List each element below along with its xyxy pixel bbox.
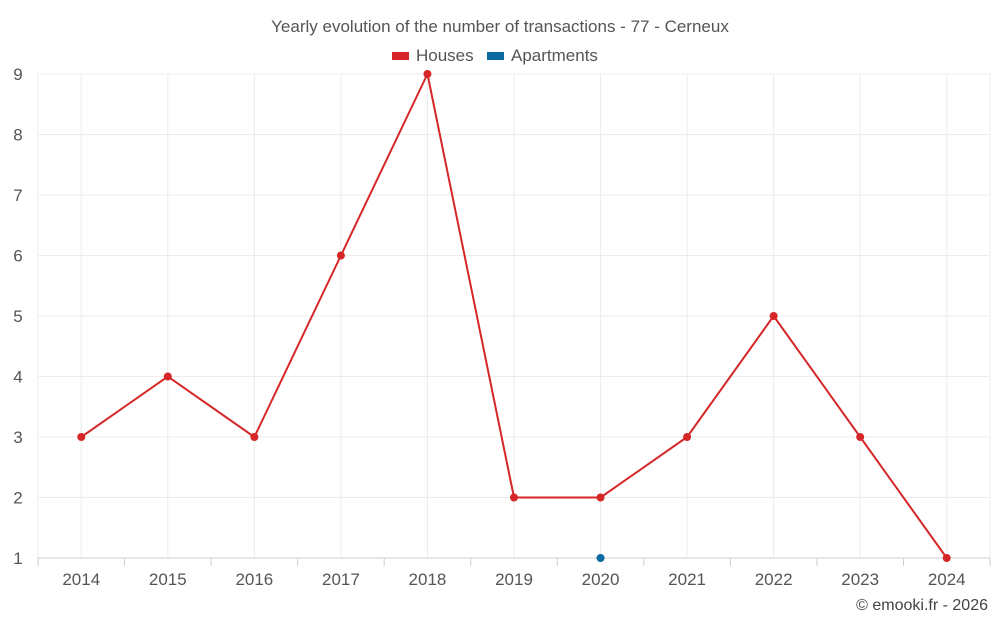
y-tick-label: 5 [13, 307, 22, 326]
data-point[interactable] [510, 493, 518, 502]
y-tick-label: 7 [13, 186, 22, 205]
x-tick-label: 2017 [322, 570, 360, 589]
x-tick-label: 2019 [495, 570, 533, 589]
x-tick-label: 2015 [149, 570, 187, 589]
data-point[interactable] [423, 70, 432, 78]
x-tick-label: 2016 [235, 570, 273, 589]
x-tick-label: 2020 [582, 570, 620, 589]
y-tick-label: 6 [13, 247, 22, 266]
grid [37, 73, 991, 558]
y-axis: 1 2 3 4 5 6 7 8 9 [13, 65, 22, 568]
chart-title: Yearly evolution of the number of transa… [271, 17, 729, 36]
series-apartments [596, 554, 605, 562]
y-tick-label: 4 [13, 368, 22, 387]
series-houses [77, 70, 951, 562]
series-layer [77, 70, 951, 562]
data-point[interactable] [769, 312, 778, 320]
legend-label-apartments: Apartments [511, 46, 598, 65]
data-point[interactable] [596, 554, 605, 562]
legend-item-houses[interactable]: Houses [392, 46, 474, 65]
data-point[interactable] [683, 433, 692, 441]
x-tick-label: 2023 [841, 570, 879, 589]
y-tick-label: 3 [13, 428, 22, 447]
legend-swatch-houses [392, 52, 409, 60]
x-tick-label: 2021 [668, 570, 706, 589]
data-point[interactable] [942, 554, 951, 562]
data-point[interactable] [856, 433, 865, 441]
data-point[interactable] [250, 433, 259, 441]
y-tick-label: 8 [13, 126, 22, 145]
data-point[interactable] [77, 433, 86, 441]
y-tick-label: 9 [13, 65, 22, 84]
data-point[interactable] [596, 493, 605, 502]
x-tick-label: 2018 [409, 570, 447, 589]
x-tick-label: 2022 [755, 570, 793, 589]
legend-item-apartments[interactable]: Apartments [487, 46, 598, 65]
data-point[interactable] [163, 372, 172, 381]
y-tick-label: 1 [13, 549, 22, 568]
credit-text: © emooki.fr - 2026 [856, 597, 988, 614]
x-tick-label: 2014 [62, 570, 100, 589]
data-point[interactable] [336, 251, 345, 260]
x-tick-label: 2024 [928, 570, 966, 589]
legend-label-houses: Houses [416, 46, 474, 65]
y-tick-label: 2 [13, 489, 22, 508]
legend: Houses Apartments [392, 46, 598, 65]
x-axis: 2014 2015 2016 2017 2018 2019 2020 2021 2022 2023… [37, 557, 991, 589]
legend-swatch-apartments [487, 52, 504, 60]
